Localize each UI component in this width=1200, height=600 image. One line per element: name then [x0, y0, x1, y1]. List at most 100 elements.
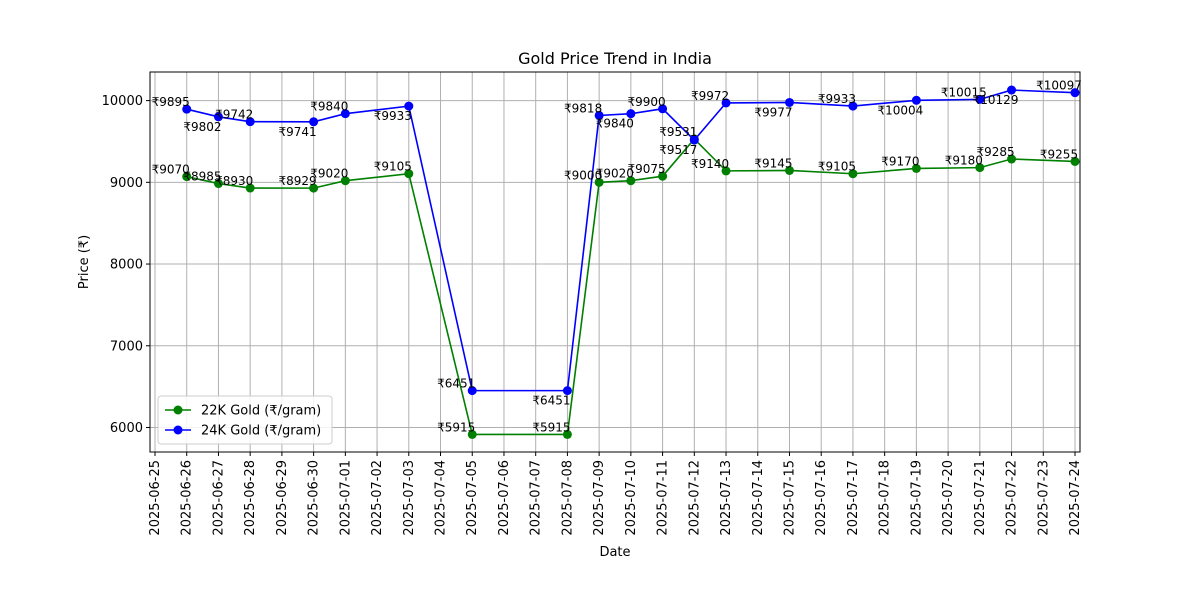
x-tick-label: 2025-07-11: [656, 460, 671, 536]
data-label: ₹9900: [627, 95, 665, 109]
y-tick-label: 7000: [110, 339, 143, 354]
data-label: ₹6451: [532, 394, 570, 408]
y-tick-label: 6000: [110, 421, 143, 436]
x-tick-label: 2025-07-12: [687, 460, 702, 536]
y-axis-label: Price (₹): [77, 235, 92, 289]
legend-marker: [173, 425, 183, 435]
data-label: ₹9255: [1040, 147, 1078, 161]
x-tick-label: 2025-06-30: [307, 460, 322, 536]
data-point: [562, 386, 572, 396]
data-labels: ₹9070₹8985₹8930 ₹8929₹9020 ₹9105₹5915 ₹5915…: [152, 79, 1082, 435]
data-point: [213, 112, 223, 122]
data-point: [467, 429, 477, 439]
x-tick-label: 2025-07-10: [624, 460, 639, 536]
data-point: [911, 163, 921, 173]
data-point: [467, 386, 477, 396]
x-tick-label: 2025-07-06: [497, 460, 512, 536]
data-label: ₹9105: [818, 160, 856, 174]
data-label: ₹9180: [945, 154, 983, 168]
data-point: [1007, 154, 1017, 164]
data-point: [340, 176, 350, 186]
data-label: ₹9818: [564, 101, 602, 115]
legend-label: 22K Gold (₹/gram): [201, 404, 321, 419]
data-point: [245, 183, 255, 193]
data-label: ₹9972: [691, 89, 729, 103]
chart-title: Gold Price Trend in India: [518, 49, 712, 68]
y-tick-label: 9000: [110, 176, 143, 191]
y-axis-ticks: 6000 7000 8000 9000 10000: [102, 94, 150, 436]
y-tick-label: 10000: [102, 94, 143, 109]
data-label: ₹9000: [564, 168, 602, 182]
data-point: [626, 176, 636, 186]
x-tick-label: 2025-07-20: [941, 460, 956, 536]
x-tick-label: 2025-07-22: [1005, 460, 1020, 536]
legend-box: [157, 395, 333, 445]
data-point: [404, 101, 414, 111]
data-label: ₹8985: [183, 170, 221, 184]
data-label: ₹9140: [691, 157, 729, 171]
x-tick-label: 2025-06-25: [148, 460, 163, 536]
data-point: [848, 101, 858, 111]
data-point: [182, 172, 192, 182]
data-label: ₹9977: [754, 105, 792, 119]
x-tick-label: 2025-06-27: [211, 460, 226, 536]
x-tick-label: 2025-07-04: [434, 460, 449, 536]
data-point: [245, 117, 255, 127]
x-tick-label: 2025-07-08: [560, 460, 575, 536]
data-label: ₹8929: [279, 174, 317, 188]
x-tick-label: 2025-07-14: [751, 460, 766, 536]
data-label: ₹10097: [1036, 79, 1082, 93]
data-label: ₹9170: [881, 154, 919, 168]
series-layer: [182, 85, 1080, 439]
legend-label: 24K Gold (₹/gram): [201, 424, 321, 439]
data-label: ₹10129: [973, 93, 1019, 107]
data-point: [309, 117, 319, 127]
data-label: ₹6451: [437, 377, 475, 391]
data-point: [1007, 85, 1017, 95]
data-label: ₹9531: [659, 125, 697, 139]
data-label: ₹9741: [279, 125, 317, 139]
data-label: ₹9840: [596, 117, 634, 131]
data-label: ₹9517: [659, 143, 697, 157]
data-point: [721, 98, 731, 108]
x-tick-label: 2025-07-01: [338, 460, 353, 536]
data-point: [689, 135, 699, 145]
x-tick-label: 2025-07-17: [846, 460, 861, 536]
x-axis-label: Date: [599, 545, 630, 560]
data-point: [784, 165, 794, 175]
x-tick-label: 2025-07-02: [370, 460, 385, 536]
data-point: [784, 97, 794, 107]
data-point: [340, 109, 350, 119]
data-label: ₹9285: [976, 145, 1014, 159]
data-point: [594, 177, 604, 187]
x-tick-label: 2025-06-28: [243, 460, 258, 536]
x-tick-label: 2025-07-21: [973, 460, 988, 536]
x-tick-label: 2025-07-19: [909, 460, 924, 536]
x-tick-label: 2025-07-16: [814, 460, 829, 536]
data-label: ₹5915: [437, 420, 475, 434]
x-tick-label: 2025-06-26: [180, 460, 195, 536]
data-label: ₹10015: [941, 85, 987, 99]
data-label: ₹9933: [374, 109, 412, 123]
data-point: [658, 104, 668, 114]
legend-marker: [173, 405, 183, 415]
data-label: ₹9840: [310, 100, 348, 114]
data-point: [309, 183, 319, 193]
x-tick-label: 2025-07-18: [878, 460, 893, 536]
data-label: ₹9075: [627, 162, 665, 176]
data-label: ₹9933: [818, 92, 856, 106]
data-point: [911, 95, 921, 105]
data-point: [975, 94, 985, 104]
x-tick-label: 2025-07-05: [465, 460, 480, 536]
data-label: ₹9895: [152, 95, 190, 109]
data-label: ₹9020: [310, 167, 348, 181]
data-point: [213, 179, 223, 189]
data-point: [721, 166, 731, 176]
data-label: ₹9145: [754, 156, 792, 170]
x-axis-ticks: 2025-06-25 2025-06-26 2025-06-27 2025-06-28…: [148, 452, 1083, 536]
x-tick-label: 2025-07-03: [402, 460, 417, 536]
data-label: ₹5915: [532, 420, 570, 434]
data-point: [975, 163, 985, 173]
